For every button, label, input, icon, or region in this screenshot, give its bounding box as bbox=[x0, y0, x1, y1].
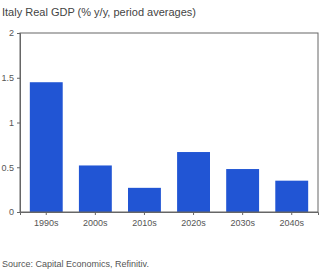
x-axis-line bbox=[21, 213, 319, 216]
y-axis: 0 0.5 1 1.5 2 bbox=[1, 28, 20, 217]
y-tick: 0 bbox=[9, 207, 20, 217]
x-tick-mark bbox=[291, 212, 292, 215]
bars bbox=[30, 82, 308, 212]
y-tick: 0.5 bbox=[1, 163, 20, 173]
x-tick: 2040s bbox=[279, 212, 304, 228]
y-tick-mark bbox=[17, 123, 20, 124]
bar bbox=[79, 165, 112, 212]
bar bbox=[275, 181, 308, 212]
x-tick: 2010s bbox=[132, 212, 157, 228]
y-tick-label: 1 bbox=[9, 118, 14, 128]
y-tick-label: 0.5 bbox=[1, 163, 14, 173]
y-tick-mark bbox=[17, 167, 20, 168]
x-tick-mark bbox=[193, 212, 194, 215]
x-tick-label: 1990s bbox=[34, 218, 59, 228]
y-tick: 2 bbox=[9, 28, 20, 38]
x-axis: 1990s 2000s 2010s 2020s 2030s 2040s bbox=[21, 212, 319, 228]
x-tick-mark bbox=[46, 212, 47, 215]
bar bbox=[30, 82, 63, 212]
x-tick-mark bbox=[242, 212, 243, 215]
x-tick-label: 2040s bbox=[279, 218, 304, 228]
y-tick-label: 0 bbox=[9, 207, 14, 217]
x-tick: 2000s bbox=[83, 212, 108, 228]
x-tick: 1990s bbox=[34, 212, 59, 228]
x-tick: 2030s bbox=[230, 212, 255, 228]
y-tick-mark bbox=[17, 212, 20, 213]
y-tick-mark bbox=[17, 78, 20, 79]
frame bbox=[20, 33, 318, 212]
x-tick-mark bbox=[95, 212, 96, 215]
x-tick: 2020s bbox=[181, 212, 206, 228]
chart: Italy Real GDP (% y/y, period averages) S… bbox=[0, 0, 325, 273]
x-tick-mark bbox=[144, 212, 145, 215]
x-tick-label: 2030s bbox=[230, 218, 255, 228]
x-tick-label: 2000s bbox=[83, 218, 108, 228]
bar bbox=[177, 152, 210, 212]
plot: 0 0.5 1 1.5 2 1990s 2000s 2010s 2020s 2030s 2040s bbox=[1, 28, 318, 228]
source: Source: Capital Economics, Refinitiv. bbox=[2, 259, 149, 269]
y-tick-label: 1.5 bbox=[1, 73, 14, 83]
x-tick-label: 2010s bbox=[132, 218, 157, 228]
y-tick: 1 bbox=[9, 118, 20, 128]
y-tick-label: 2 bbox=[9, 28, 14, 38]
y-axis-line bbox=[17, 34, 21, 213]
bar bbox=[226, 169, 259, 212]
title: Italy Real GDP (% y/y, period averages) bbox=[2, 6, 196, 18]
bar bbox=[128, 188, 161, 212]
x-tick-label: 2020s bbox=[181, 218, 206, 228]
y-tick-mark bbox=[17, 33, 20, 34]
y-tick: 1.5 bbox=[1, 73, 20, 83]
